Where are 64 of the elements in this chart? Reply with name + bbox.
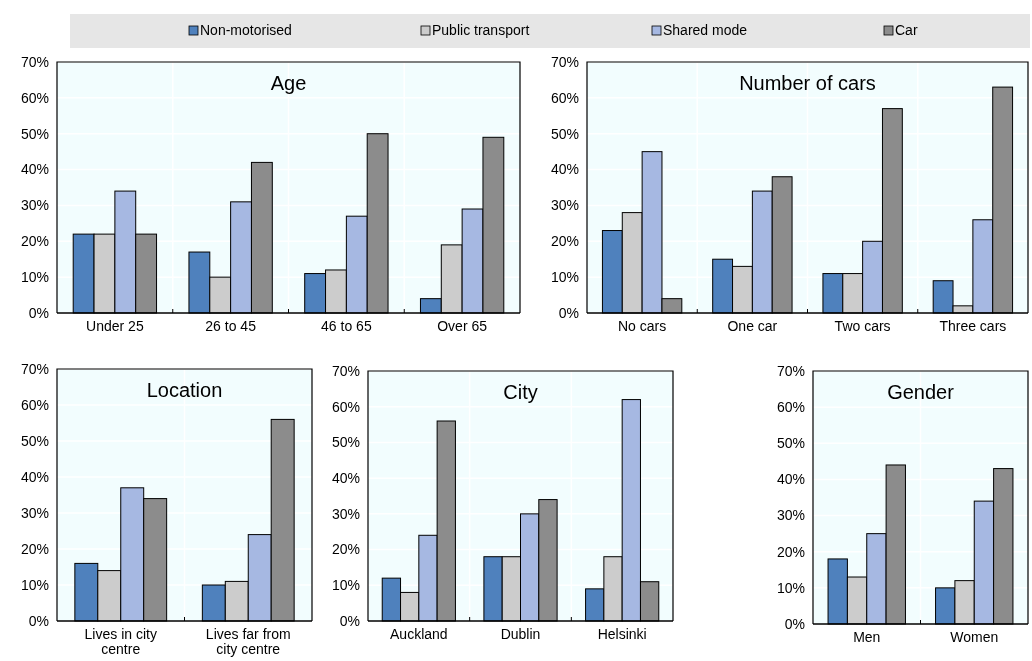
- y-tick-label: 30%: [331, 505, 360, 522]
- y-tick-label: 0%: [558, 304, 579, 321]
- y-tick-label: 70%: [20, 360, 49, 377]
- y-tick-label: 30%: [776, 507, 805, 524]
- y-tick-label: 40%: [776, 471, 805, 488]
- y-tick-label: 0%: [339, 612, 360, 629]
- x-tick-label: Women: [950, 629, 999, 645]
- y-tick-label: 50%: [331, 434, 360, 451]
- legend-label: Car: [895, 22, 918, 38]
- x-tick-label: Two cars: [834, 318, 891, 334]
- y-tick-label: 20%: [550, 233, 579, 250]
- y-tick-label: 30%: [550, 197, 579, 214]
- y-tick-label: 40%: [331, 470, 360, 487]
- y-tick-label: 20%: [20, 233, 49, 250]
- x-tick-label: Three cars: [939, 318, 1007, 334]
- text: City: [503, 381, 538, 403]
- y-tick-label: 0%: [784, 615, 805, 632]
- y-tick-label: 20%: [20, 540, 49, 557]
- legend-label: Shared mode: [663, 22, 748, 38]
- y-tick-label: 40%: [550, 161, 579, 178]
- x-tick-label: No cars: [618, 318, 667, 334]
- y-tick-label: 60%: [550, 89, 579, 106]
- y-tick-label: 70%: [776, 362, 805, 379]
- x-tick-label: 26 to 45: [205, 318, 257, 334]
- x-tick-label: Lives in city centre: [84, 626, 157, 657]
- y-tick-label: 20%: [331, 541, 360, 558]
- y-tick-label: 30%: [20, 504, 49, 521]
- y-tick-label: 60%: [331, 398, 360, 415]
- text: Age: [270, 72, 307, 94]
- x-tick-label: Under 25: [86, 318, 144, 334]
- y-tick-label: 10%: [776, 579, 805, 596]
- y-tick-label: 70%: [550, 53, 579, 70]
- y-tick-label: 60%: [776, 399, 805, 416]
- y-tick-label: 60%: [20, 396, 49, 413]
- x-tick-label: Over 65: [437, 318, 488, 334]
- y-tick-label: 50%: [20, 432, 49, 449]
- y-tick-label: 10%: [331, 577, 360, 594]
- x-tick-label: 46 to 65: [321, 318, 372, 334]
- y-tick-label: 30%: [20, 197, 49, 214]
- x-tick-label: Men: [853, 629, 881, 645]
- y-tick-label: 60%: [20, 89, 49, 106]
- y-tick-label: 50%: [20, 125, 49, 142]
- text: Number of cars: [739, 72, 876, 94]
- x-tick-label: Helsinki: [597, 626, 647, 642]
- y-tick-label: 20%: [776, 543, 805, 560]
- y-tick-label: 0%: [28, 612, 49, 629]
- x-tick-label: Dublin: [500, 626, 541, 642]
- y-tick-label: 50%: [550, 125, 579, 142]
- y-tick-label: 40%: [20, 468, 49, 485]
- y-tick-label: 70%: [331, 362, 360, 379]
- y-tick-label: 10%: [20, 269, 49, 286]
- y-tick-label: 0%: [28, 304, 49, 321]
- y-tick-label: 40%: [20, 161, 49, 178]
- y-tick-label: 70%: [20, 53, 49, 70]
- text: Location: [146, 379, 223, 401]
- legend-label: Public transport: [432, 22, 530, 38]
- text: Gender: [887, 381, 955, 403]
- y-tick-label: 10%: [550, 269, 579, 286]
- y-tick-label: 10%: [20, 576, 49, 593]
- legend-label: Non-motorised: [200, 22, 292, 38]
- x-tick-label: Lives far from city centre: [205, 626, 291, 657]
- x-tick-label: One car: [727, 318, 778, 334]
- x-tick-label: Auckland: [390, 626, 448, 642]
- y-tick-label: 50%: [776, 435, 805, 452]
